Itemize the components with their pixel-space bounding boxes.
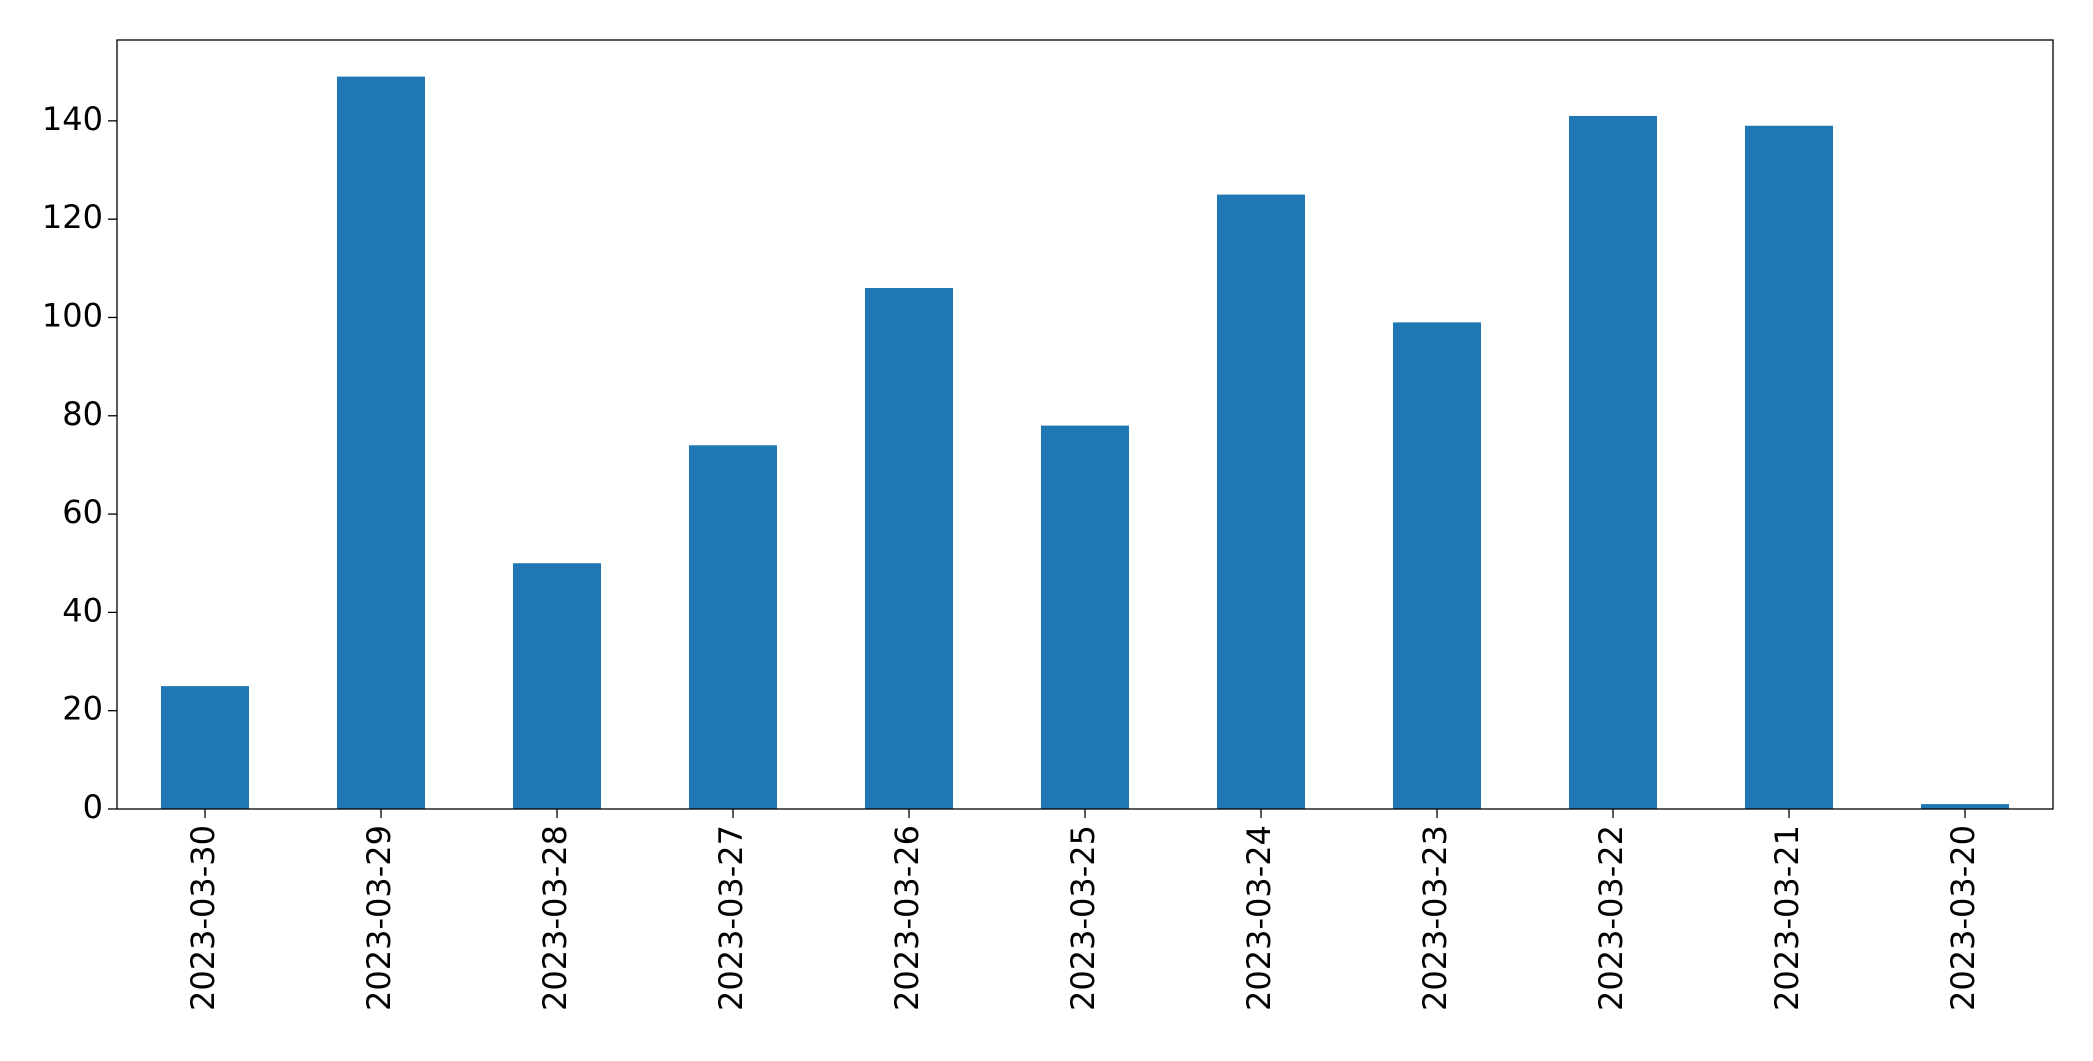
x-tick-label: 2023-03-27 (712, 825, 750, 1011)
y-tick-label: 140 (42, 100, 103, 138)
bar (161, 686, 249, 809)
y-tick-label: 100 (42, 296, 103, 334)
x-tick-label: 2023-03-22 (1592, 825, 1630, 1011)
plot-frame (116, 39, 2054, 810)
bar (1217, 194, 1305, 810)
x-tick-label: 2023-03-23 (1416, 825, 1454, 1011)
x-tick-label: 2023-03-29 (360, 825, 398, 1011)
y-tick-label: 120 (42, 198, 103, 236)
x-tick-label: 2023-03-26 (888, 825, 926, 1011)
y-tick-label: 20 (62, 690, 103, 728)
x-tick-label: 2023-03-24 (1240, 825, 1278, 1011)
bar (513, 563, 601, 809)
y-tick-label: 40 (62, 591, 103, 629)
y-tick-label: 0 (83, 788, 103, 826)
x-tick-label: 2023-03-25 (1064, 825, 1102, 1011)
bar (1921, 804, 2009, 809)
bar (1745, 125, 1833, 809)
x-tick-label: 2023-03-28 (536, 825, 574, 1011)
bar (689, 445, 777, 809)
y-tick-label: 60 (62, 493, 103, 531)
y-tick-label: 80 (62, 395, 103, 433)
x-tick-label: 2023-03-20 (1944, 825, 1982, 1011)
bar (1393, 322, 1481, 809)
bar (1569, 115, 1657, 809)
x-tick-label: 2023-03-30 (184, 825, 222, 1011)
bar (865, 287, 953, 809)
bar (1041, 425, 1129, 809)
bar (337, 76, 425, 810)
x-tick-label: 2023-03-21 (1768, 825, 1806, 1011)
